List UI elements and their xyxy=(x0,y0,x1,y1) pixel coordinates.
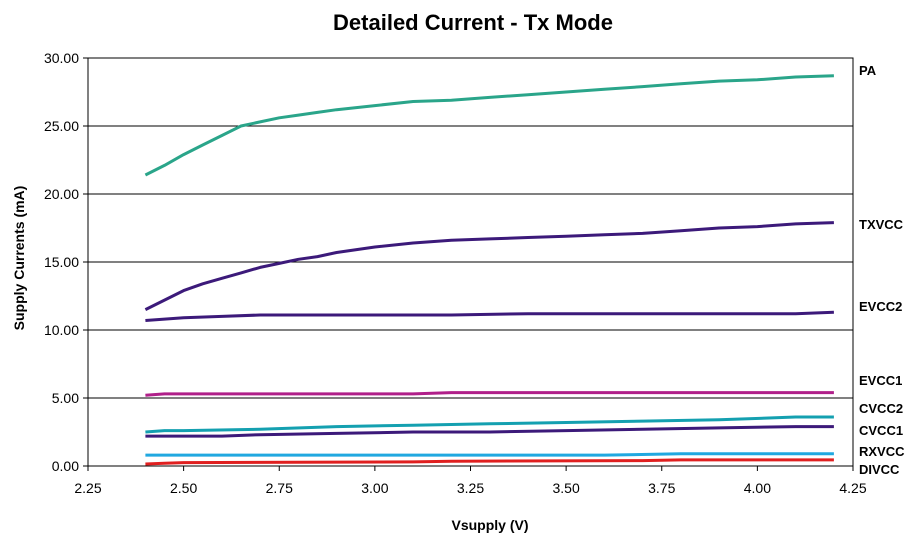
y-tick-label: 10.00 xyxy=(44,322,79,338)
series-line-evcc1 xyxy=(145,391,834,397)
x-axis-title: Vsupply (V) xyxy=(451,517,528,533)
series-line-txvcc xyxy=(144,221,834,311)
x-tick-label: 3.50 xyxy=(553,480,580,496)
series-line-cvcc1 xyxy=(145,425,834,438)
series-label-cvcc2: CVCC2 xyxy=(859,401,903,416)
y-tick-label: 0.00 xyxy=(52,458,79,474)
x-tick-label: 3.00 xyxy=(361,480,388,496)
series-label-rxvcc: RXVCC xyxy=(859,444,905,459)
series-line-rxvcc xyxy=(145,452,834,457)
series-label-divcc: DIVCC xyxy=(859,462,900,477)
series-line-pa xyxy=(144,74,834,177)
y-tick-label: 25.00 xyxy=(44,118,79,134)
y-tick-label: 15.00 xyxy=(44,254,79,270)
y-tick-label: 30.00 xyxy=(44,50,79,66)
series-label-txvcc: TXVCC xyxy=(859,217,904,232)
x-tick-label: 2.75 xyxy=(266,480,293,496)
y-axis-title: Supply Currents (mA) xyxy=(11,186,27,331)
series-label-evcc2: EVCC2 xyxy=(859,299,902,314)
x-tick-label: 3.75 xyxy=(648,480,675,496)
x-tick-label: 4.25 xyxy=(839,480,866,496)
series-label-cvcc1: CVCC1 xyxy=(859,423,903,438)
series-labels: PA TXVCC EVCC2 EVCC1 CVCC2 CVCC1 RXVCC DIVCC xyxy=(859,63,905,477)
y-tick-label: 20.00 xyxy=(44,186,79,202)
x-tick-label: 2.50 xyxy=(170,480,197,496)
series-line-divcc xyxy=(145,458,834,466)
chart-title: Detailed Current - Tx Mode xyxy=(333,10,613,35)
y-tick-label: 5.00 xyxy=(52,390,79,406)
series-line-evcc2 xyxy=(145,310,834,322)
series-label-pa: PA xyxy=(859,63,877,78)
series-label-evcc1: EVCC1 xyxy=(859,373,902,388)
series-line-cvcc2 xyxy=(145,415,834,434)
x-axis: 2.25 2.50 2.75 3.00 3.25 3.50 3.75 4.00 4.25 xyxy=(74,466,867,496)
series-lines xyxy=(144,74,834,466)
y-axis: 0.00 5.00 10.00 15.00 20.00 25.00 30.00 xyxy=(44,50,88,474)
x-tick-label: 4.00 xyxy=(744,480,771,496)
x-tick-label: 2.25 xyxy=(74,480,101,496)
x-tick-label: 3.25 xyxy=(457,480,484,496)
